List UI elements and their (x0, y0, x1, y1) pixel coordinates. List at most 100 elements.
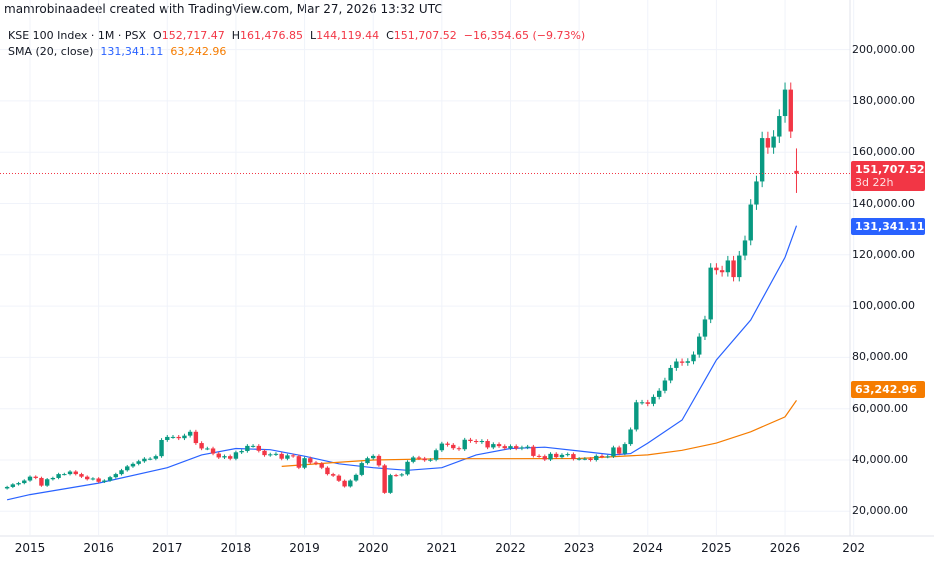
candle-body (33, 476, 38, 478)
candle-body (451, 444, 456, 449)
candle-body (376, 455, 382, 466)
candle-body (85, 476, 90, 480)
legend-l-label: L (309, 29, 317, 42)
candle-body (130, 463, 136, 467)
candle-body (428, 459, 433, 461)
candle-body (594, 455, 599, 460)
candle-body (296, 456, 302, 468)
candle-body (531, 446, 536, 456)
price-tick-label: 140,000.00 (852, 196, 915, 210)
candle-body (147, 458, 153, 460)
last-price-value: 151,707.52 (855, 163, 925, 176)
candle-body (405, 461, 410, 475)
candle-body (382, 465, 387, 493)
candle-body (233, 452, 239, 459)
candle-body (308, 458, 313, 463)
price-tick-label: 60,000.00 (852, 401, 908, 415)
candle-body (96, 478, 101, 482)
candle-body (782, 89, 788, 117)
candle-body (479, 441, 485, 443)
candle-body (599, 455, 605, 457)
sma2-tag-value: 63,242.96 (855, 383, 917, 396)
candle-body (416, 457, 422, 459)
candle-body (113, 474, 118, 478)
candle-body (519, 447, 525, 449)
candle-body (674, 361, 679, 368)
candle-body (634, 402, 639, 430)
candle-body (651, 396, 656, 404)
time-tick-label: 2016 (83, 541, 114, 555)
time-tick-label: 2015 (14, 541, 46, 555)
candle-body (239, 451, 244, 453)
candle-body (468, 439, 473, 442)
sma1-price-tag: 131,341.11 (851, 218, 925, 235)
candle-body (445, 443, 450, 445)
candle-body (622, 444, 628, 454)
candle-body (422, 458, 427, 461)
candle-body (79, 474, 84, 477)
candle-body (788, 89, 793, 132)
candle-body (205, 448, 210, 450)
candle-body (319, 463, 324, 468)
candle-body (371, 455, 376, 459)
candle-body (125, 466, 130, 471)
legend-open: 152,717.47 (161, 29, 225, 42)
legend-sma1-value: 131,341.11 (100, 45, 164, 58)
candle-body (559, 454, 565, 458)
candle-body (16, 483, 21, 485)
time-tick-label: 2018 (220, 541, 252, 555)
legend-ohlc-row: KSE 100 Index · 1M · PSX O152,717.47 H16… (8, 28, 585, 44)
time-tick-label: 2021 (426, 541, 458, 555)
legend-sma-label[interactable]: SMA (20, close) (8, 45, 94, 58)
legend-close: 151,707.52 (393, 29, 457, 42)
candle-body (268, 454, 273, 456)
price-tick-label: 160,000.00 (852, 145, 915, 159)
candle-body (325, 467, 330, 475)
candle-body (273, 453, 279, 455)
candle-body (228, 456, 233, 459)
candle-body (491, 444, 496, 448)
candle-body (165, 436, 170, 440)
legend-symbol[interactable]: KSE 100 Index · 1M · PSX (8, 29, 147, 42)
sma-line-blue (6, 225, 798, 501)
candle-body (313, 462, 319, 464)
candle-body (107, 477, 113, 481)
candle-body (193, 431, 199, 444)
candle-body (56, 474, 61, 478)
candle-body (548, 453, 553, 460)
candle-body (50, 477, 56, 480)
candle-body (496, 444, 502, 447)
candle-body (571, 454, 576, 459)
candle-body (245, 445, 250, 452)
candle-body (765, 138, 771, 148)
candle-body (22, 480, 27, 484)
candle-body (485, 441, 490, 448)
candle-body (754, 181, 759, 205)
candle-body (136, 461, 141, 464)
candle-body (4, 486, 10, 489)
candle-body (462, 439, 467, 450)
candle-body (645, 402, 650, 404)
price-tick-label: 180,000.00 (852, 93, 915, 107)
candle-body (582, 458, 588, 460)
legend-high: 161,476.85 (239, 29, 303, 42)
candle-body (10, 484, 16, 487)
candle-body (216, 453, 221, 458)
candle-body (262, 450, 267, 456)
time-tick-label: 2022 (495, 541, 526, 555)
candle-body (170, 436, 176, 438)
candle-body (199, 443, 204, 449)
candle-body (187, 431, 193, 436)
candle-body (794, 170, 799, 174)
time-tick-label: 202 (842, 541, 866, 555)
candle-body (502, 446, 507, 449)
sma2-price-tag: 63,242.96 (851, 381, 925, 398)
candle-body (159, 439, 164, 457)
candle-body (62, 474, 67, 476)
candle-body (279, 453, 284, 459)
candle-body (365, 458, 370, 464)
candle-body (90, 478, 96, 480)
candle-body (697, 336, 702, 355)
candle-body (39, 477, 44, 486)
